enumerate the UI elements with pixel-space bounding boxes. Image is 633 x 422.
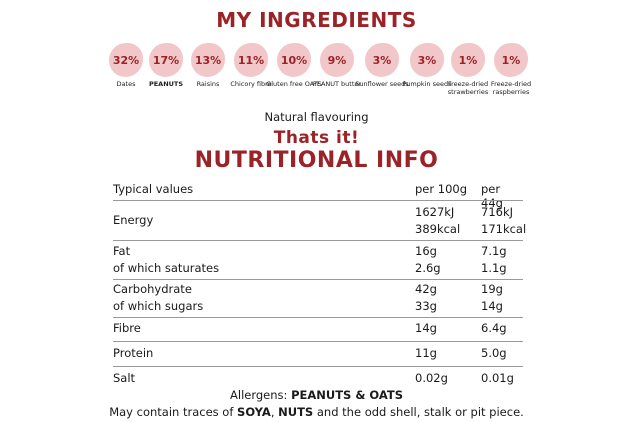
nutrition-title: Nutritional info [194, 148, 439, 173]
allergens-prefix: Allergens: [230, 388, 292, 402]
energy-kcal-44: 171kcal [481, 222, 527, 236]
divider [113, 317, 523, 318]
carbohydrate-44: 19g [481, 282, 503, 296]
fibre-label: Fibre [113, 321, 141, 335]
divider [113, 200, 523, 201]
header-per-100g: per 100g [415, 182, 468, 196]
ingredient-pct-dates: 32% [109, 43, 143, 77]
allergens-list: PEANUTS & OATS [291, 388, 403, 402]
sugars-label: of which sugars [113, 299, 204, 313]
divider [113, 341, 523, 342]
ingredient-pct-pumpkin: 3% [410, 43, 444, 77]
energy-label: Energy [113, 213, 154, 227]
carbohydrate-label: Carbohydrate [113, 282, 192, 296]
ingredient-label-strawberries: Freeze-dried strawberries [447, 80, 489, 96]
ingredient-label-sunflower: Sunflower seeds [355, 80, 409, 88]
header-per-44g: per 44g [481, 182, 503, 210]
fibre-44: 6.4g [481, 321, 507, 335]
ingredient-pct-oats: 10% [277, 43, 311, 77]
ingredient-pct-chicory: 11% [234, 43, 268, 77]
protein-100: 11g [415, 346, 437, 360]
fat-label: Fat [113, 244, 131, 258]
ingredient-pct-strawberries: 1% [451, 43, 485, 77]
protein-44: 5.0g [481, 346, 507, 360]
ingredient-pct-sunflower: 3% [365, 43, 399, 77]
ingredient-label-peanuts: PEANUTS [148, 80, 184, 88]
saturates-44: 1.1g [481, 261, 507, 275]
ingredient-label-oats: Gluten free OATS [266, 80, 322, 88]
protein-label: Protein [113, 346, 154, 360]
ingredient-label-chicory: Chicory fibre [230, 80, 272, 88]
tagline: Thats it! [273, 128, 360, 148]
ingredient-label-pumpkin: Pumpkin seeds [402, 80, 452, 88]
divider [113, 279, 523, 280]
divider [113, 366, 523, 367]
salt-label: Salt [113, 371, 136, 385]
saturates-label: of which saturates [113, 261, 220, 275]
salt-44: 0.01g [481, 371, 514, 385]
traces-soya: SOYA [237, 405, 271, 419]
traces-nuts: NUTS [278, 405, 314, 419]
ingredient-label-dates: Dates [116, 80, 136, 88]
ingredient-label-raisins: Raisins [196, 80, 220, 88]
ingredient-label-peanut-butter: PEANUT butter [312, 80, 362, 88]
saturates-100: 2.6g [415, 261, 441, 275]
fat-44: 7.1g [481, 244, 507, 258]
traces-prefix: May contain traces of [109, 405, 238, 419]
ingredient-pct-peanuts: 17% [149, 43, 183, 77]
carbohydrate-100: 42g [415, 282, 437, 296]
flavouring-text: Natural flavouring [264, 110, 369, 124]
ingredient-pct-raisins: 13% [191, 43, 225, 77]
fat-100: 16g [415, 244, 437, 258]
fibre-100: 14g [415, 321, 437, 335]
ingredient-pct-peanut-butter: 9% [320, 43, 354, 77]
traces-suffix: and the odd shell, stalk or pit piece. [313, 405, 524, 419]
sugars-100: 33g [415, 299, 437, 313]
ingredient-label-raspberries: Freeze-dried raspberries [490, 80, 532, 96]
allergens-line: Allergens: PEANUTS & OATS [0, 388, 633, 402]
energy-kj-100: 1627kJ [415, 205, 455, 219]
energy-kcal-100: 389kcal [415, 222, 461, 236]
sugars-44: 14g [481, 299, 503, 313]
energy-kj-44: 716kJ [481, 205, 514, 219]
header-typical-values: Typical values [113, 182, 194, 196]
salt-100: 0.02g [415, 371, 448, 385]
traces-line: May contain traces of SOYA, NUTS and the… [0, 405, 633, 419]
ingredient-pct-raspberries: 1% [494, 43, 528, 77]
divider [113, 240, 523, 241]
ingredients-title: My Ingredients [216, 8, 417, 32]
traces-comma: , [270, 405, 279, 419]
